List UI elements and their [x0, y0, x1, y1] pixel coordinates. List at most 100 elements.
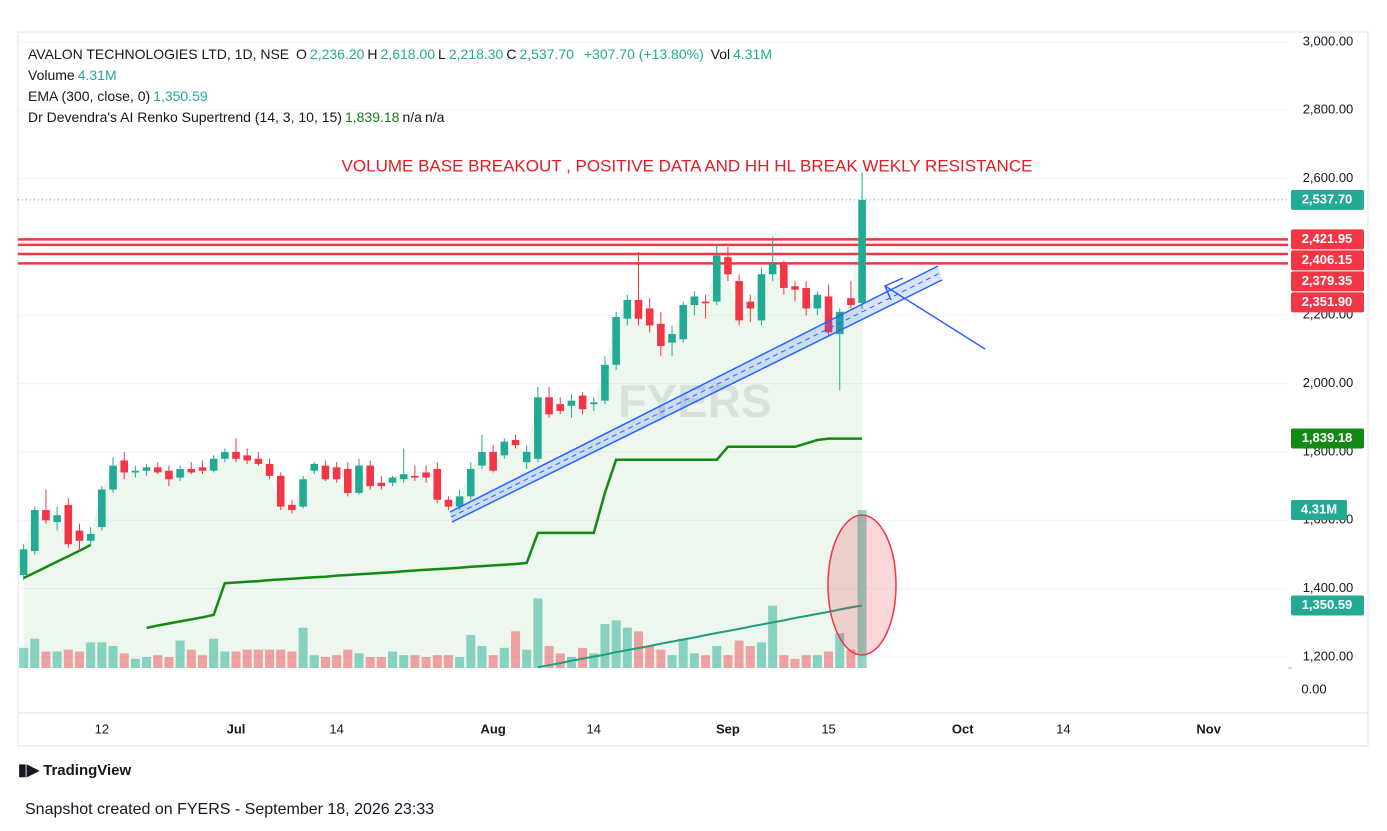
candle-body [589, 402, 598, 405]
price-badge [1291, 595, 1364, 616]
candle-body [288, 504, 296, 511]
volume-bar [712, 646, 722, 668]
indicator: EMA (300, close, 0) 1,350.59 [28, 86, 775, 107]
candle-body [746, 301, 755, 309]
volume-bar [801, 655, 811, 668]
x-tick-label: 14 [587, 721, 601, 736]
channel-lower [451, 279, 943, 523]
volume-bar [768, 605, 778, 668]
price-badge [1291, 292, 1364, 313]
volume-bar [19, 647, 29, 668]
volume-bar [197, 655, 207, 668]
volume-bar [667, 655, 677, 668]
volume-bar [86, 642, 96, 668]
candle-body [757, 274, 766, 321]
candle-body [265, 463, 274, 476]
price-axis: 3,000.002,800.002,600.002,200.002,000.00… [95, 33, 1364, 736]
volume-bar [846, 649, 856, 668]
volume-bar [119, 653, 129, 668]
volume-bar [130, 658, 140, 668]
x-tick-label: Nov [1196, 721, 1221, 736]
vol-key: Vol [710, 46, 731, 62]
price-badge [1291, 271, 1364, 292]
y-tick-label: 2,600.00 [1303, 170, 1354, 185]
indicator-name: Volume [28, 67, 75, 83]
candle-body [556, 404, 565, 411]
volume-bar [522, 649, 532, 668]
ohlc-value: 2,236.20 [309, 46, 365, 62]
indicators: Volume 4.31M EMA (300, close, 0) 1,350.59 Dr… [28, 65, 775, 128]
volume-bar [388, 651, 398, 668]
volume-bar [74, 651, 84, 668]
candle-body [534, 397, 542, 459]
indicator-value: 1,350.59 [153, 88, 208, 104]
volume-bar [499, 647, 509, 668]
candle-body [824, 296, 833, 333]
volume-bar [756, 642, 766, 668]
ohlc: O 2,236.20 H 2,618.00 L 2,218.30 C 2,537.70 [296, 46, 577, 62]
x-tick-label: Sep [716, 721, 740, 736]
candle-body [780, 264, 788, 288]
volume-bar [97, 642, 107, 668]
candle-body [86, 533, 95, 541]
price-badge [1291, 250, 1364, 271]
volume-bar [332, 655, 342, 668]
candle-body [724, 257, 732, 275]
candle-body [679, 305, 688, 340]
volume-bar [164, 657, 174, 668]
candle-body [712, 255, 721, 302]
volume-bar [30, 638, 40, 668]
volume-bar [589, 653, 599, 668]
ohlc-key: C [506, 46, 517, 62]
x-tick-label: 14 [329, 721, 343, 736]
volume-bar [175, 640, 185, 668]
candle-body [858, 199, 866, 303]
change: +307.70 (+13.80%) [583, 46, 704, 62]
volume-bar [790, 658, 800, 668]
y-tick-label: 2,800.00 [1303, 102, 1354, 117]
candle-body [466, 469, 475, 497]
volume-bar [477, 646, 487, 668]
candle-body [422, 472, 430, 478]
volume-bar [633, 631, 643, 668]
price-badge-label: 1,350.59 [1302, 597, 1353, 612]
candle-body [355, 465, 363, 493]
volume-badge [1291, 500, 1347, 520]
channel-mid [450, 272, 941, 518]
x-tick-label: 15 [821, 721, 835, 736]
volume-bar [555, 653, 565, 668]
volume-bar [309, 655, 319, 668]
volume-bar [857, 510, 867, 668]
candle-body [489, 451, 497, 471]
candle-body [19, 549, 28, 575]
candle-body [254, 458, 263, 464]
candle-body [131, 470, 140, 473]
volume-bar [443, 655, 453, 668]
arrow-line [884, 285, 986, 350]
volume-bar [298, 627, 308, 668]
volume-bar [265, 649, 275, 668]
ohlc-value: 2,218.30 [448, 46, 504, 62]
indicator-extra: n/a [402, 109, 422, 125]
chart-frame [17, 31, 1369, 747]
volume-bar [611, 620, 621, 668]
price-badge-label: 2,537.70 [1302, 191, 1353, 206]
price-badge [1291, 189, 1364, 210]
price-badge-label: 2,351.90 [1302, 294, 1353, 309]
volume-bar [376, 657, 386, 668]
candle-body [735, 281, 743, 321]
volume-bar [142, 657, 152, 668]
indicator-value: 1,839.18 [344, 109, 400, 125]
chart: FYERS VOLUME BASE BREAKOUT , POSITIVE DA… [17, 31, 1369, 747]
price-badge-label: 2,421.95 [1302, 231, 1353, 246]
x-tick-label: Jul [227, 721, 246, 736]
volume-highlight [827, 514, 897, 656]
volume-bar [779, 655, 789, 668]
volume-bar [745, 646, 755, 668]
volume-bar [52, 651, 62, 668]
volume-bar [824, 651, 834, 668]
volume-bar [108, 646, 118, 668]
candle-body [120, 460, 129, 473]
brand-text: TradingView [43, 762, 132, 779]
volume-bar [466, 635, 476, 668]
